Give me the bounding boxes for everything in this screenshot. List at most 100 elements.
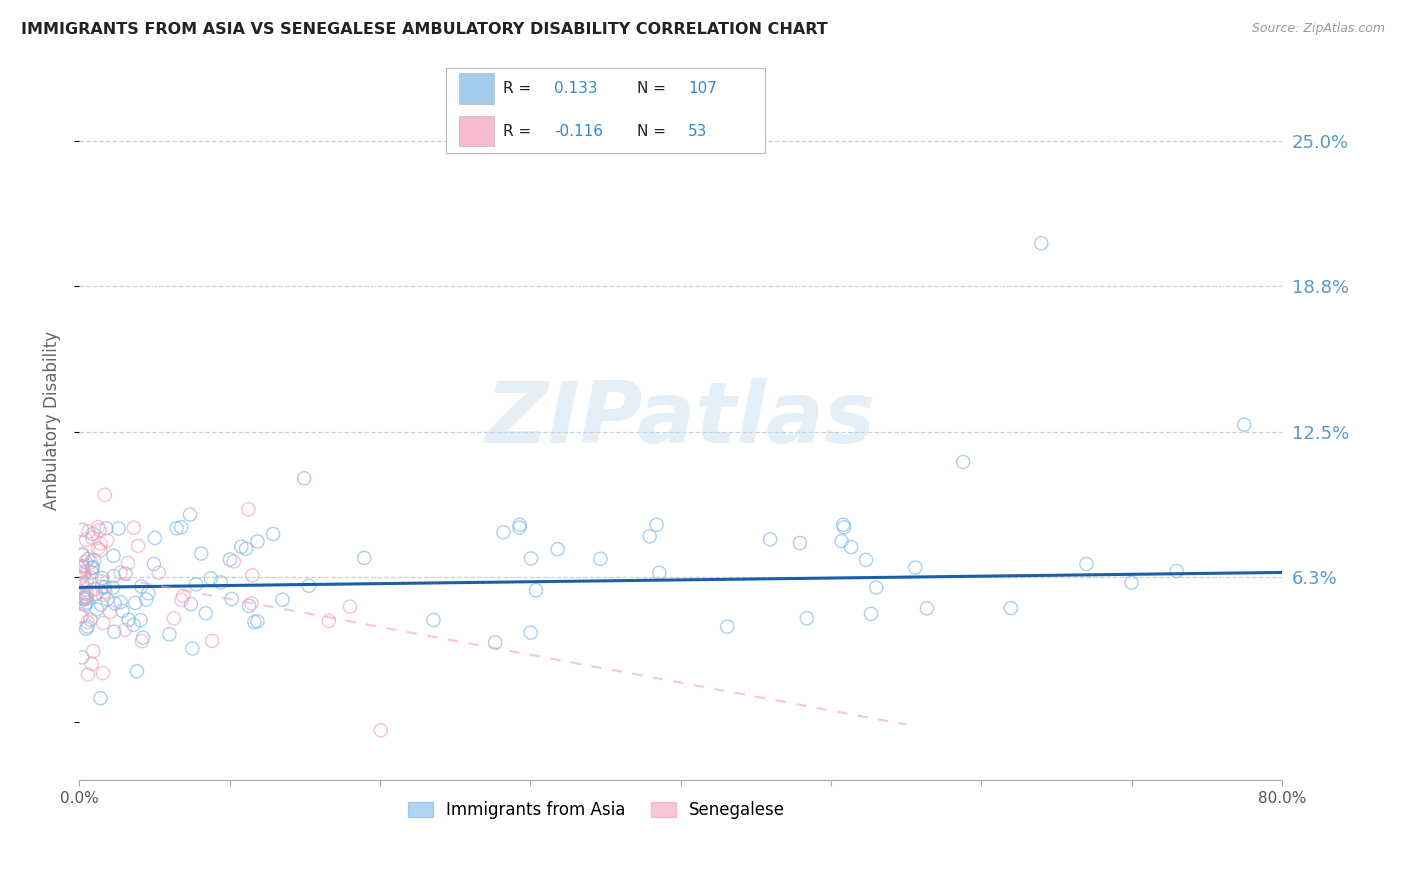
Point [70, 650, 93, 665]
Point [75, 555, 97, 569]
Point [855, 553, 877, 567]
Point [118, 613, 141, 627]
Point [73, 592, 96, 607]
Point [589, 552, 612, 566]
Point [246, 534, 269, 549]
Point [70, 523, 93, 537]
Point [904, 560, 927, 574]
Point [70, 548, 93, 562]
Point [148, 566, 170, 580]
Point [103, 624, 125, 639]
Point [219, 552, 242, 566]
Point [122, 618, 145, 632]
Point [492, 525, 515, 540]
Point [69, 594, 91, 608]
Point [76, 615, 98, 629]
Point [181, 641, 204, 656]
Point [69, 609, 91, 624]
Point [80, 555, 103, 569]
Point [89, 543, 111, 558]
Point [82, 561, 104, 575]
Point [194, 607, 217, 621]
Point [75, 589, 97, 603]
Point [87, 541, 110, 556]
Point [90, 598, 112, 612]
Text: IMMIGRANTS FROM ASIA VS SENEGALESE AMBULATORY DISABILITY CORRELATION CHART: IMMIGRANTS FROM ASIA VS SENEGALESE AMBUL… [21, 22, 828, 37]
Point [142, 557, 165, 571]
Point [832, 517, 855, 532]
Point [243, 615, 266, 629]
Point [166, 521, 188, 535]
Point [240, 596, 263, 610]
Point [231, 540, 253, 554]
Point [73, 591, 96, 605]
Point [238, 599, 260, 613]
Point [859, 607, 882, 621]
Point [370, 723, 392, 738]
Point [1166, 564, 1188, 578]
Point [76, 591, 98, 605]
Point [124, 596, 146, 610]
Point [170, 520, 193, 534]
Point [91, 571, 114, 585]
Point [131, 634, 153, 648]
Point [117, 556, 139, 570]
Point [70, 609, 93, 624]
Point [75, 533, 97, 547]
Point [839, 540, 862, 554]
Text: ZIPatlas: ZIPatlas [485, 378, 876, 461]
Point [865, 581, 887, 595]
Point [508, 520, 530, 534]
Point [70, 571, 93, 585]
Point [86, 587, 108, 601]
Text: Source: ZipAtlas.com: Source: ZipAtlas.com [1251, 22, 1385, 36]
Point [832, 520, 855, 534]
Point [82, 560, 104, 574]
Point [86, 602, 108, 616]
Point [96, 592, 118, 607]
Point [82, 527, 104, 541]
Point [82, 566, 104, 580]
Point [80, 657, 103, 671]
Point [157, 627, 180, 641]
Point [91, 580, 114, 594]
Point [547, 542, 569, 557]
Point [484, 635, 506, 649]
Point [271, 592, 294, 607]
Point [221, 592, 243, 607]
Point [759, 533, 782, 547]
Point [238, 502, 260, 516]
Point [110, 566, 132, 580]
Point [89, 536, 111, 550]
Point [184, 577, 207, 591]
Point [524, 583, 547, 598]
Point [180, 597, 202, 611]
Point [1121, 575, 1143, 590]
Y-axis label: Ambulatory Disability: Ambulatory Disability [44, 330, 60, 509]
Point [172, 589, 194, 603]
Point [200, 571, 222, 585]
Point [645, 517, 668, 532]
Point [94, 580, 117, 594]
Point [76, 574, 98, 588]
Point [82, 531, 104, 545]
Point [235, 541, 257, 556]
Point [76, 596, 98, 610]
Point [73, 566, 96, 580]
Point [339, 599, 361, 614]
Point [70, 559, 93, 574]
Point [209, 575, 232, 590]
Point [143, 531, 166, 545]
Point [1076, 557, 1098, 571]
Point [77, 524, 100, 539]
Point [89, 523, 111, 537]
Point [796, 611, 818, 625]
Point [75, 598, 97, 612]
Point [114, 566, 136, 581]
Point [103, 569, 125, 583]
Point [132, 631, 155, 645]
Point [96, 521, 118, 535]
Point [72, 547, 94, 561]
Point [246, 615, 269, 629]
Point [70, 565, 93, 579]
